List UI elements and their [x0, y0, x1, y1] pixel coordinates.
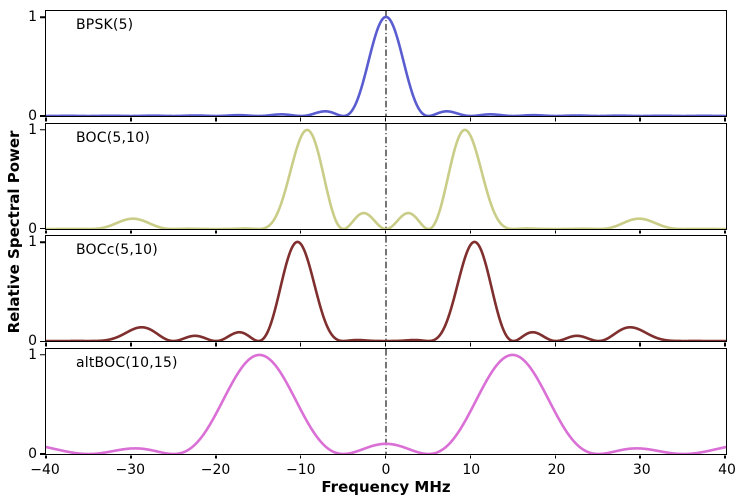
x-tick-mark	[299, 455, 302, 459]
x-tick-mark	[554, 230, 556, 234]
psd-curve-bpsk	[46, 15, 726, 116]
psd-curve-altboc	[46, 353, 726, 454]
panel-altboc-10-15: 1 0 altBOC(10,15)	[28, 347, 727, 461]
x-tick-mark	[554, 342, 556, 347]
x-tick-mark	[639, 117, 641, 121]
x-tick-mark	[469, 342, 472, 347]
y-tick-mark	[40, 453, 45, 455]
y-tick-label-1: 1	[28, 121, 37, 138]
panel-label-bpsk5: BPSK(5)	[76, 17, 134, 33]
x-tick-mark	[299, 342, 302, 347]
x-tick-label: −40	[30, 462, 60, 478]
x-tick-label: 40	[718, 462, 735, 478]
x-tick-label: 20	[547, 462, 566, 478]
x-axis-title: Frequency MHz	[321, 478, 451, 496]
x-tick-mark	[639, 455, 641, 459]
x-tick-mark	[299, 230, 302, 234]
x-tick-mark	[724, 342, 726, 347]
x-tick-mark	[724, 455, 726, 459]
x-tick-mark	[384, 455, 387, 459]
x-tick-label: −30	[115, 462, 146, 478]
panel-label-bocc-5-10: BOCc(5,10)	[76, 242, 158, 259]
y-tick-mark	[40, 354, 45, 356]
y-tick-mark	[40, 241, 45, 244]
x-tick-mark	[130, 342, 132, 347]
x-tick-mark	[45, 117, 47, 121]
x-tick-mark	[724, 117, 726, 121]
psd-curve-boc_cos	[46, 240, 726, 342]
y-tick-label-0: 0	[28, 108, 37, 124]
x-tick-label: 30	[632, 462, 651, 478]
bpsk5-psd-plot	[46, 11, 726, 116]
x-tick-mark	[384, 342, 387, 347]
y-tick-label-1: 1	[28, 9, 37, 25]
x-tick-mark	[130, 455, 132, 459]
x-tick-mark	[384, 230, 387, 234]
psd-curve-boc_sin	[46, 128, 726, 229]
x-tick-mark	[130, 230, 132, 234]
x-tick-label: −20	[200, 462, 231, 478]
y-tick-label-1: 1	[28, 234, 37, 251]
panel-label-boc-5-10: BOC(5,10)	[76, 129, 151, 146]
x-tick-mark	[299, 117, 302, 121]
x-tick-mark	[469, 230, 472, 234]
y-tick-mark	[40, 128, 45, 131]
x-tick-mark	[215, 455, 217, 459]
x-tick-mark	[215, 342, 217, 347]
bocc-5-10-psd-plot	[46, 236, 726, 342]
x-tick-mark	[554, 117, 556, 121]
x-tick-mark	[130, 117, 132, 121]
plot-area: 1 0 BPSK(5) 1 0 BOC(5,10) 1 0 BOCc(5,10)…	[28, 10, 727, 461]
y-tick-mark	[40, 16, 45, 18]
panel-label-altboc-10-15: altBOC(10,15)	[76, 354, 178, 371]
y-tick-label-0: 0	[28, 333, 37, 350]
x-tick-mark	[215, 230, 217, 234]
x-tick-label: −10	[285, 462, 316, 478]
y-tick-mark	[40, 340, 45, 343]
altboc-10-15-psd-plot	[46, 348, 726, 454]
y-tick-label-0: 0	[28, 220, 37, 237]
y-tick-label-1: 1	[28, 346, 37, 363]
x-tick-mark	[554, 455, 556, 459]
y-tick-label-0: 0	[28, 445, 37, 462]
x-tick-mark	[215, 117, 217, 121]
x-tick-mark	[45, 230, 47, 234]
x-tick-label: 10	[462, 462, 481, 478]
x-axis-tick-labels: −40 −30 −20 −10 0 10 20 30 40	[0, 462, 735, 480]
x-tick-mark	[45, 455, 47, 459]
x-tick-mark	[469, 117, 472, 121]
y-tick-mark	[40, 115, 45, 117]
panel-bpsk5: 1 0 BPSK(5)	[28, 10, 727, 123]
x-tick-label: 0	[381, 462, 391, 478]
x-tick-mark	[639, 230, 641, 234]
x-tick-mark	[724, 230, 726, 234]
boc-5-10-psd-plot	[46, 123, 726, 229]
x-tick-mark	[45, 342, 47, 347]
x-tick-mark	[639, 342, 641, 347]
x-tick-mark	[384, 117, 387, 121]
panel-boc-5-10: 1 0 BOC(5,10)	[28, 122, 727, 236]
panel-bocc-5-10: 1 0 BOCc(5,10)	[28, 235, 727, 348]
y-tick-mark	[40, 227, 45, 230]
y-axis-title: Relative Spectral Power	[5, 130, 23, 334]
x-tick-mark	[469, 455, 472, 459]
